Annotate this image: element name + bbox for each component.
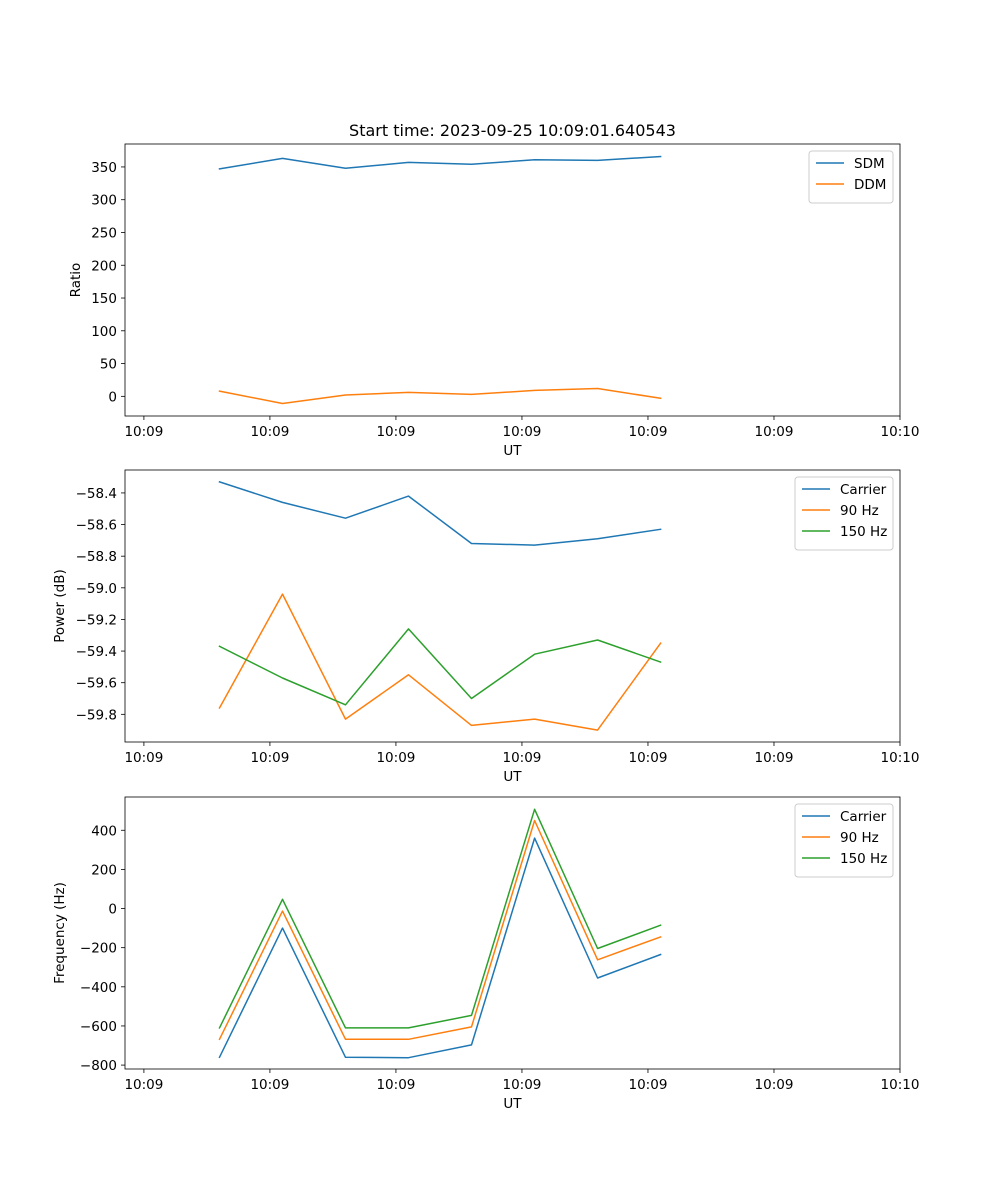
chart-2-xtick-label: 10:09 — [124, 750, 163, 766]
chart-1-xtick-label: 10:10 — [881, 424, 920, 440]
chart-1-xtick-label: 10:09 — [124, 424, 163, 440]
chart-1-ylabel: Ratio — [68, 263, 84, 298]
chart-2-xtick-label: 10:09 — [502, 750, 541, 766]
chart-3-legend-label: Carrier — [840, 809, 887, 825]
chart-3-ytick-label: 0 — [108, 902, 117, 918]
chart-3: 10:09 10:09 10:09 10:09 10:09 10:09 10:10 400 20… — [52, 796, 920, 1112]
chart-1-ytick-label: 150 — [91, 291, 117, 307]
chart-2-series-90-hz — [218, 593, 662, 731]
chart-1-legend: SDM DDM — [808, 150, 894, 204]
chart-2-ytick-label: −59.0 — [76, 581, 117, 597]
chart-1-ytick-label: 350 — [91, 160, 117, 176]
chart-3-series-90-hz — [218, 819, 662, 1041]
chart-1-xtick-label: 10:09 — [376, 424, 415, 440]
chart-2-legend-label: 90 Hz — [840, 503, 879, 519]
chart-2-ytick-label: −59.6 — [76, 676, 117, 692]
chart-1-xlabel: UT — [503, 443, 522, 459]
chart-1-legend-box — [808, 150, 894, 204]
chart-2-legend-label: Carrier — [840, 482, 887, 498]
chart-2-ytick-label: −58.4 — [76, 486, 117, 502]
chart-3-ytick-label: −800 — [80, 1058, 117, 1074]
chart-3-series-150-hz — [218, 808, 662, 1029]
chart-1-xtick-label: 10:09 — [629, 424, 668, 440]
chart-3-ytick-label: −200 — [80, 941, 117, 957]
chart-3-xtick-label: 10:09 — [376, 1077, 415, 1093]
chart-1-ytick-label: 250 — [91, 225, 117, 241]
figure-title: Start time: 2023-09-25 10:09:01.640543 — [349, 121, 676, 140]
chart-2-xtick-label: 10:09 — [755, 750, 794, 766]
chart-2-xtick-label: 10:09 — [250, 750, 289, 766]
chart-2-xlabel: UT — [503, 769, 522, 785]
chart-2-ytick-label: −58.6 — [76, 518, 117, 534]
chart-1-ytick-label: 50 — [100, 357, 117, 373]
chart-3-legend-label: 90 Hz — [840, 830, 879, 846]
chart-3-legend: Carrier 90 Hz 150 Hz — [794, 803, 894, 878]
chart-2-ytick-label: −59.4 — [76, 644, 117, 660]
chart-1-legend-label: SDM — [854, 156, 885, 172]
chart-3-ytick-label: −400 — [80, 980, 117, 996]
chart-1-ytick-label: 200 — [91, 258, 117, 274]
chart-2-ytick-label: −59.2 — [76, 612, 117, 628]
chart-3-xlabel: UT — [503, 1096, 522, 1112]
chart-2-legend-label: 150 Hz — [840, 524, 887, 540]
chart-1-series-ddm — [218, 387, 662, 405]
chart-1-xtick-label: 10:09 — [755, 424, 794, 440]
chart-3-ylabel: Frequency (Hz) — [52, 882, 68, 984]
chart-1-axes-frame — [124, 143, 901, 417]
chart-1-xtick-label: 10:09 — [502, 424, 541, 440]
chart-3-ytick-label: 200 — [91, 862, 117, 878]
chart-3-legend-label: 150 Hz — [840, 851, 887, 867]
chart-3-series-carrier — [218, 837, 662, 1059]
chart-3-xtick-label: 10:09 — [502, 1077, 541, 1093]
chart-3-ytick-label: −600 — [80, 1019, 117, 1035]
chart-3-xtick-label: 10:09 — [629, 1077, 668, 1093]
chart-3-axes-frame — [124, 796, 901, 1070]
chart-2-axes-frame — [124, 469, 901, 743]
chart-3-xtick-label: 10:09 — [124, 1077, 163, 1093]
chart-1-legend-label: DDM — [854, 177, 886, 193]
chart-3-xtick-label: 10:09 — [250, 1077, 289, 1093]
chart-3-ytick-label: 400 — [91, 823, 117, 839]
chart-2-xtick-label: 10:09 — [629, 750, 668, 766]
chart-1-ytick-label: 300 — [91, 193, 117, 209]
chart-2: 10:09 10:09 10:09 10:09 10:09 10:09 10:10 −58.4… — [52, 469, 920, 785]
chart-3-xtick-label: 10:10 — [881, 1077, 920, 1093]
chart-1-ytick-label: 100 — [91, 324, 117, 340]
chart-1-xtick-label: 10:09 — [250, 424, 289, 440]
chart-2-ytick-label: −59.8 — [76, 707, 117, 723]
chart-1: 10:09 10:09 10:09 10:09 10:09 10:09 10:10 0 50 10… — [68, 143, 920, 459]
chart-1-ytick-label: 0 — [108, 389, 117, 405]
chart-2-ylabel: Power (dB) — [52, 569, 68, 642]
chart-2-legend: Carrier 90 Hz 150 Hz — [794, 476, 894, 551]
chart-2-ytick-label: −58.8 — [76, 549, 117, 565]
chart-3-xtick-label: 10:09 — [755, 1077, 794, 1093]
chart-1-series-sdm — [218, 155, 662, 170]
chart-2-series-carrier — [218, 480, 662, 546]
chart-2-series-150-hz — [218, 628, 662, 706]
chart-2-xtick-label: 10:10 — [881, 750, 920, 766]
chart-2-xtick-label: 10:09 — [376, 750, 415, 766]
